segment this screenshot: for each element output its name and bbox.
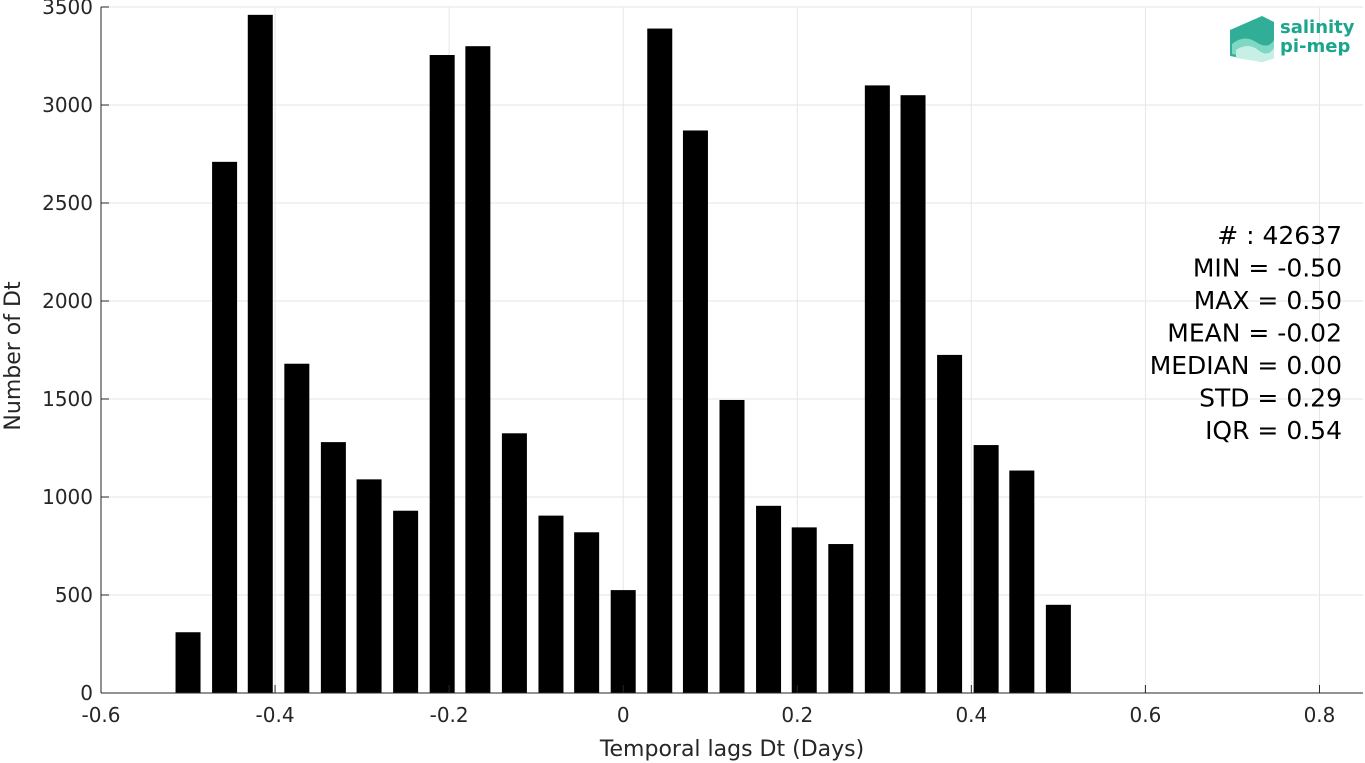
y-tick-label: 1500 <box>42 387 93 411</box>
statistics-box: # : 42637 MIN = -0.50 MAX = 0.50 MEAN = -0.… <box>1150 221 1342 445</box>
histogram-bar <box>610 590 636 693</box>
x-tick-label: -0.2 <box>430 703 469 727</box>
y-tick-label: 2000 <box>42 289 93 313</box>
histogram-bar <box>937 354 963 693</box>
salinity-pi-mep-logo: salinity pi-mep <box>1230 16 1355 62</box>
statistic-line: MEAN = -0.02 <box>1167 319 1342 348</box>
statistic-line: MEDIAN = 0.00 <box>1150 351 1342 380</box>
histogram-bar <box>247 14 273 693</box>
bars <box>175 14 1071 694</box>
histogram-bar <box>393 510 419 693</box>
histogram-bar <box>647 28 673 694</box>
statistic-line: IQR = 0.54 <box>1205 416 1342 445</box>
histogram-bar <box>501 433 527 693</box>
histogram-bar <box>320 442 346 693</box>
histogram-bar <box>1009 470 1035 693</box>
histogram-bar <box>682 130 708 694</box>
histogram-bar <box>429 55 455 693</box>
histogram-bar <box>212 161 238 694</box>
statistic-line: MAX = 0.50 <box>1194 286 1342 315</box>
x-tick-label: -0.4 <box>256 703 295 727</box>
histogram-bar <box>284 363 310 693</box>
x-tick-label: 0.6 <box>1130 703 1162 727</box>
histogram-bar <box>356 479 382 693</box>
histogram-bar <box>973 445 999 693</box>
histogram-bar <box>538 515 564 693</box>
logo-wave-icon <box>1230 16 1274 62</box>
histogram-bar <box>719 399 745 693</box>
histogram-bar <box>791 527 817 693</box>
histogram-bar <box>574 532 600 693</box>
histogram-bar <box>900 95 926 693</box>
x-tick-label: 0.8 <box>1304 703 1336 727</box>
axes <box>100 6 1363 694</box>
x-axis-title: Temporal lags Dt (Days) <box>599 737 864 762</box>
logo-text-line1: salinity <box>1280 17 1355 38</box>
statistic-line: MIN = -0.50 <box>1193 254 1342 283</box>
y-tick-label: 3500 <box>42 0 93 19</box>
x-tick-label: 0.4 <box>955 703 987 727</box>
histogram-bar <box>1045 604 1071 693</box>
grid-lines <box>100 6 1363 694</box>
x-tick-label: 0.2 <box>781 703 813 727</box>
y-tick-label: 0 <box>80 681 93 705</box>
y-tick-label: 500 <box>55 583 93 607</box>
x-tick-label: 0 <box>617 703 630 727</box>
statistic-line: # : 42637 <box>1217 221 1342 250</box>
logo-text-line2: pi-mep <box>1280 36 1350 57</box>
y-axis-title: Number of Dt <box>1 281 26 431</box>
x-tick-label: -0.6 <box>81 703 120 727</box>
statistic-line: STD = 0.29 <box>1199 384 1342 413</box>
histogram-bar <box>465 46 491 693</box>
y-tick-label: 3000 <box>42 93 93 117</box>
histogram-bar <box>175 632 201 693</box>
y-tick-label: 1000 <box>42 485 93 509</box>
tick-labels: -0.6 -0.4 -0.2 0 0.2 0.4 0.6 0.8 0 500 1000 1500 200… <box>42 0 1335 727</box>
y-tick-label: 2500 <box>42 191 93 215</box>
histogram-bar <box>864 85 890 693</box>
histogram-bar <box>756 505 782 693</box>
histogram-bar <box>828 544 854 693</box>
